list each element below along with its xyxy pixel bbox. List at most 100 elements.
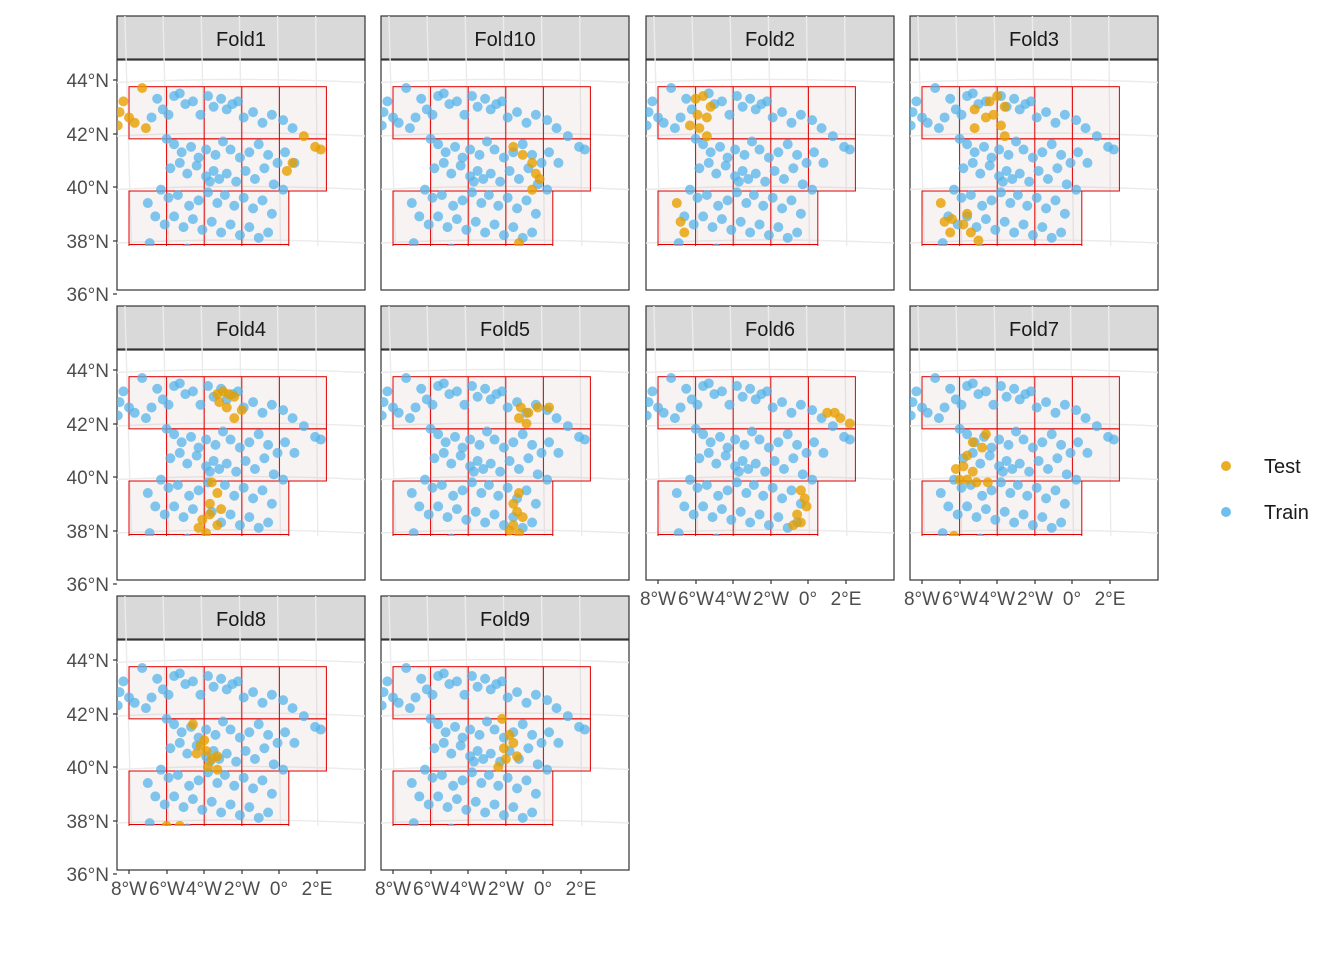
train-point (225, 219, 236, 230)
test-point (187, 719, 198, 730)
train-point (186, 141, 197, 152)
train-point (212, 198, 223, 209)
train-point (1082, 447, 1093, 458)
train-point (702, 292, 712, 302)
train-point (671, 488, 682, 499)
train-point (163, 109, 174, 120)
train-point (485, 748, 496, 759)
train-point (437, 292, 447, 302)
train-point (939, 402, 950, 413)
test-point (508, 498, 519, 509)
train-point (498, 230, 509, 241)
train-point (225, 144, 236, 155)
train-point (527, 729, 538, 740)
y-tick-label: 40°N (67, 468, 109, 489)
train-point (210, 729, 221, 740)
train-point (410, 402, 421, 413)
test-point (698, 91, 709, 102)
train-point (480, 383, 491, 394)
test-point (675, 216, 686, 227)
test-point (532, 402, 543, 413)
train-point (673, 238, 684, 246)
train-point (182, 168, 193, 179)
train-point (489, 219, 500, 230)
test-point (999, 131, 1010, 142)
facet-panel-fold5: Fold5 (380, 305, 630, 581)
train-point (690, 423, 701, 434)
train-point (711, 458, 722, 469)
panel-body (380, 16, 630, 302)
train-point (257, 117, 268, 128)
train-point (952, 509, 963, 520)
train-point (935, 488, 946, 499)
train-point (482, 426, 492, 437)
train-point (457, 775, 468, 786)
train-point (763, 442, 774, 453)
graticule-lat (381, 475, 629, 481)
train-point (807, 405, 818, 416)
x-tick-label: 2°W (488, 879, 524, 900)
train-point (455, 160, 466, 171)
train-point (731, 477, 742, 488)
train-point (743, 463, 754, 474)
graticule-lon (917, 306, 926, 536)
train-point (152, 383, 163, 394)
test-point (212, 488, 223, 499)
train-point (461, 804, 472, 815)
test-point (958, 461, 969, 472)
test-point (788, 520, 799, 531)
test-point (799, 493, 810, 504)
train-point (646, 120, 652, 131)
train-point (502, 402, 513, 413)
train-point (1108, 144, 1119, 155)
facet-strip-label: Fold9 (480, 609, 530, 631)
test-point (281, 165, 292, 176)
facet-panel-fold1: Fold1 36°N 38°N 40°N 42°N 44°N (67, 15, 366, 306)
train-point (795, 208, 806, 219)
test-point (679, 227, 690, 238)
train-point (470, 506, 481, 517)
train-point (801, 157, 812, 168)
train-point (287, 123, 298, 134)
train-point (474, 729, 485, 740)
train-point (229, 490, 240, 501)
train-point (767, 192, 778, 203)
train-point (502, 692, 513, 703)
train-point (216, 807, 227, 818)
train-point (939, 112, 950, 123)
train-point (298, 711, 309, 722)
graticule-lat (910, 368, 1158, 374)
graticule-lat (117, 475, 365, 481)
train-point (493, 200, 504, 211)
facet-strip (909, 15, 1159, 60)
train-point (498, 810, 509, 821)
train-point (176, 437, 187, 448)
train-point (1009, 383, 1020, 394)
train-point (1009, 93, 1020, 104)
test-point (692, 109, 703, 120)
train-point (788, 163, 799, 174)
facet-strip-label: Fold1 (216, 29, 266, 51)
graticule-lon (917, 16, 926, 246)
test-point (117, 107, 125, 118)
train-point (406, 778, 417, 789)
graticule-lat (636, 294, 904, 298)
train-point (1091, 421, 1102, 432)
train-point (451, 794, 462, 805)
facet-panel-fold3: Fold3 (909, 15, 1159, 291)
train-point (1108, 434, 1119, 445)
train-point (266, 208, 277, 219)
train-point (240, 165, 251, 176)
train-point (688, 509, 699, 520)
train-point (169, 719, 180, 730)
train-point (1033, 455, 1044, 466)
train-point (1046, 429, 1057, 440)
train-point (669, 413, 680, 424)
test-point (705, 101, 716, 112)
train-point (990, 224, 1001, 235)
train-point (698, 501, 709, 512)
train-point (169, 211, 180, 222)
train-point (225, 724, 236, 735)
graticule-lat (117, 422, 365, 427)
train-point (442, 222, 453, 233)
